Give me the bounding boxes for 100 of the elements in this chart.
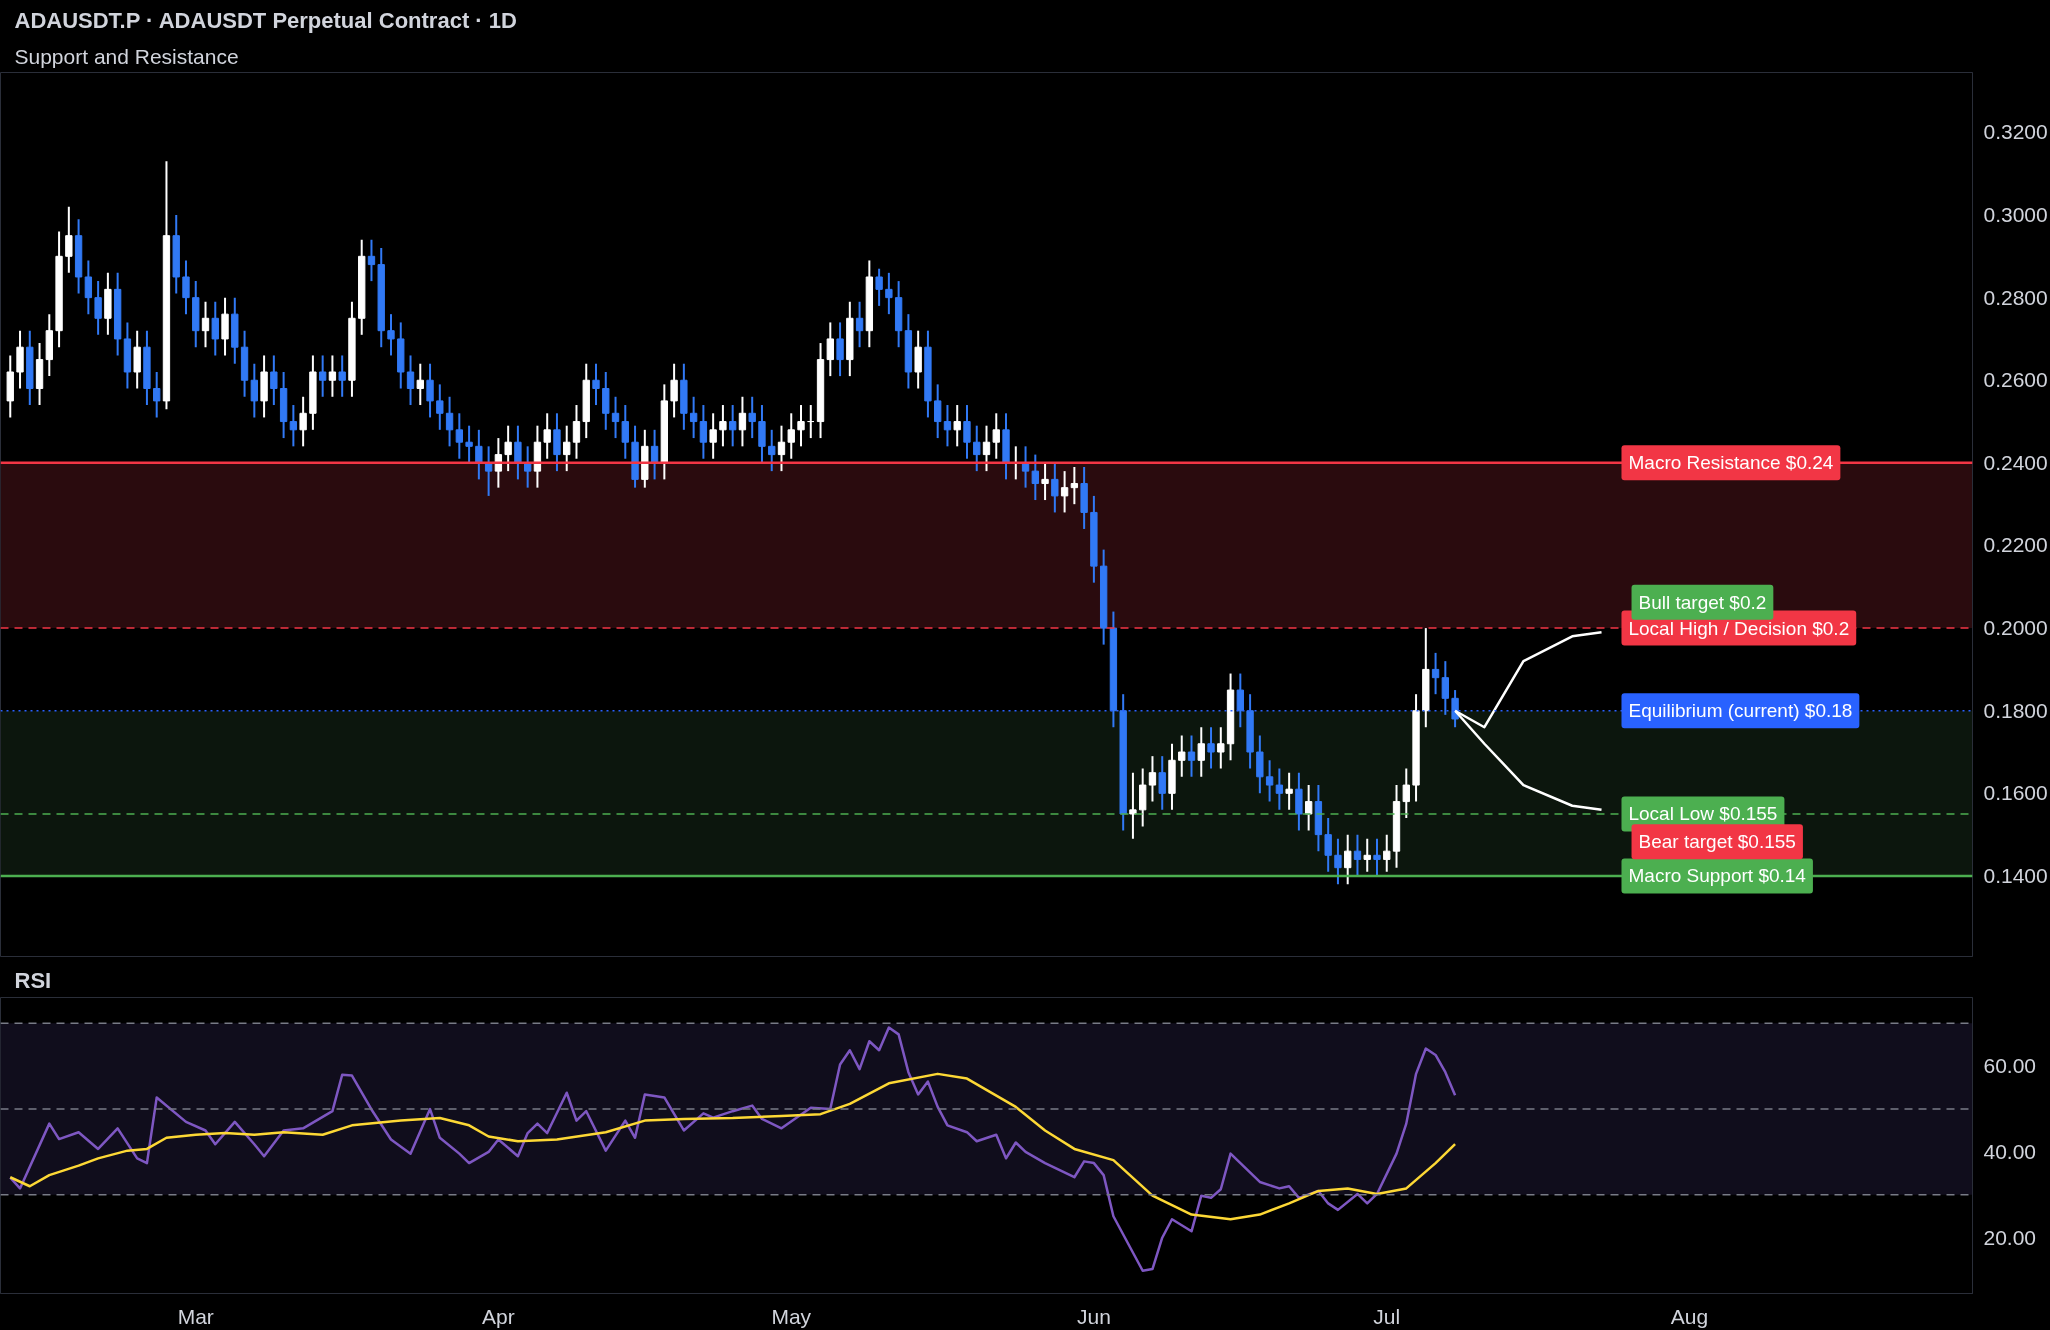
candlestick: [1363, 837, 1371, 873]
candlestick: [299, 395, 307, 448]
annotation: Bear target $0.155: [1638, 831, 1796, 853]
candlestick: [367, 238, 376, 283]
candlestick: [543, 412, 551, 460]
candlestick: [719, 404, 727, 448]
candlestick: [1070, 466, 1079, 506]
candlestick: [182, 259, 190, 316]
candlestick: [768, 428, 776, 473]
y-tick-label: 0.3000: [1983, 203, 2048, 227]
candlestick: [1031, 453, 1039, 502]
candlestick: [982, 424, 991, 473]
candlestick: [318, 354, 327, 398]
candlestick: [211, 300, 219, 357]
candlestick: [270, 354, 278, 407]
candlestick: [836, 321, 844, 378]
candlestick: [1431, 651, 1440, 696]
candlestick: [1285, 771, 1293, 811]
y-tick-label: 0.1800: [1983, 698, 2048, 722]
candlestick: [1324, 817, 1332, 873]
candlestick: [338, 354, 346, 398]
candlestick: [1275, 767, 1284, 811]
candlestick: [1265, 759, 1274, 803]
x-tick-label: Aug: [1670, 1304, 1709, 1328]
ref-line-label: Local Low $0.155: [1628, 803, 1778, 825]
y-tick-label: 0.3200: [1983, 120, 2048, 144]
candlestick: [992, 412, 1000, 460]
candlestick: [455, 412, 463, 460]
y-tick-label: 20.00: [1983, 1225, 2037, 1249]
candlestick: [1217, 726, 1225, 770]
candlestick: [153, 370, 161, 419]
candlestick: [1187, 734, 1196, 778]
candlestick: [1236, 672, 1244, 729]
candlestick: [514, 424, 522, 481]
y-tick-label: 0.2800: [1983, 285, 2048, 309]
y-tick-label: 40.00: [1983, 1139, 2037, 1163]
y-tick-label: 0.2600: [1983, 368, 2048, 392]
candlestick: [1148, 755, 1157, 803]
y-tick-label: 60.00: [1983, 1054, 2037, 1078]
candlestick: [426, 362, 434, 419]
candlestick: [201, 300, 210, 349]
y-tick-label: 0.2000: [1983, 616, 2048, 640]
candlestick: [611, 395, 620, 440]
ref-line-label: Equilibrium (current) $0.18: [1628, 700, 1853, 722]
candlestick: [328, 354, 337, 398]
x-tick-label: Jul: [1373, 1304, 1401, 1328]
candlestick: [963, 404, 971, 460]
candlestick: [1129, 771, 1137, 840]
candlestick: [934, 383, 942, 440]
y-tick-label: 0.1400: [1983, 863, 2048, 887]
ref-line-label: Macro Support $0.14: [1628, 865, 1807, 887]
x-tick-label: Apr: [482, 1304, 515, 1328]
chart-title: RSI: [14, 967, 52, 993]
candlestick: [826, 321, 834, 378]
candlestick: [1334, 837, 1342, 886]
candlestick: [699, 404, 708, 460]
candlestick: [875, 267, 883, 307]
candlestick: [855, 300, 864, 349]
candlestick: [885, 271, 893, 316]
chart-subtitle: Support and Resistance: [14, 44, 239, 68]
candlestick: [1207, 726, 1215, 770]
candlestick: [416, 362, 424, 407]
x-tick-label: Mar: [177, 1304, 214, 1328]
candlestick: [738, 395, 747, 448]
candlestick: [670, 362, 678, 419]
candlestick: [1051, 461, 1059, 514]
candlestick: [504, 424, 512, 473]
candlestick: [1402, 767, 1410, 820]
candlestick: [1441, 660, 1449, 716]
candlestick: [1344, 833, 1352, 886]
chart-title: ADAUSDT.P · ADAUSDT Perpetual Contract · 1D: [14, 7, 517, 33]
candlestick: [592, 362, 600, 407]
ref-line-label: Local High / Decision $0.2: [1628, 617, 1850, 639]
candlestick: [787, 412, 795, 460]
candlestick: [1353, 833, 1362, 877]
candlestick: [1383, 833, 1391, 873]
candlestick: [689, 395, 698, 440]
candlestick: [1060, 470, 1069, 514]
y-tick-label: 0.2400: [1983, 450, 2048, 474]
candlestick: [1158, 755, 1166, 811]
candlestick: [777, 424, 786, 473]
y-tick-label: 0.1600: [1983, 781, 2048, 805]
candlestick: [387, 313, 395, 357]
candlestick: [1197, 726, 1205, 778]
candlestick: [65, 205, 73, 274]
candlestick: [572, 404, 581, 460]
candlestick: [436, 383, 444, 431]
candlestick: [84, 259, 93, 316]
candlestick: [729, 404, 737, 448]
candlestick: [289, 404, 298, 448]
candlestick: [250, 362, 258, 419]
candlestick: [445, 395, 454, 448]
candlestick: [475, 428, 483, 481]
annotation: Bull target $0.2: [1638, 591, 1767, 613]
candlestick: [1041, 461, 1049, 502]
candlestick: [1178, 734, 1186, 778]
ref-line-label: Macro Resistance $0.24: [1628, 452, 1834, 474]
candlestick: [973, 424, 981, 473]
candlestick: [709, 412, 717, 460]
candlestick: [748, 395, 756, 440]
